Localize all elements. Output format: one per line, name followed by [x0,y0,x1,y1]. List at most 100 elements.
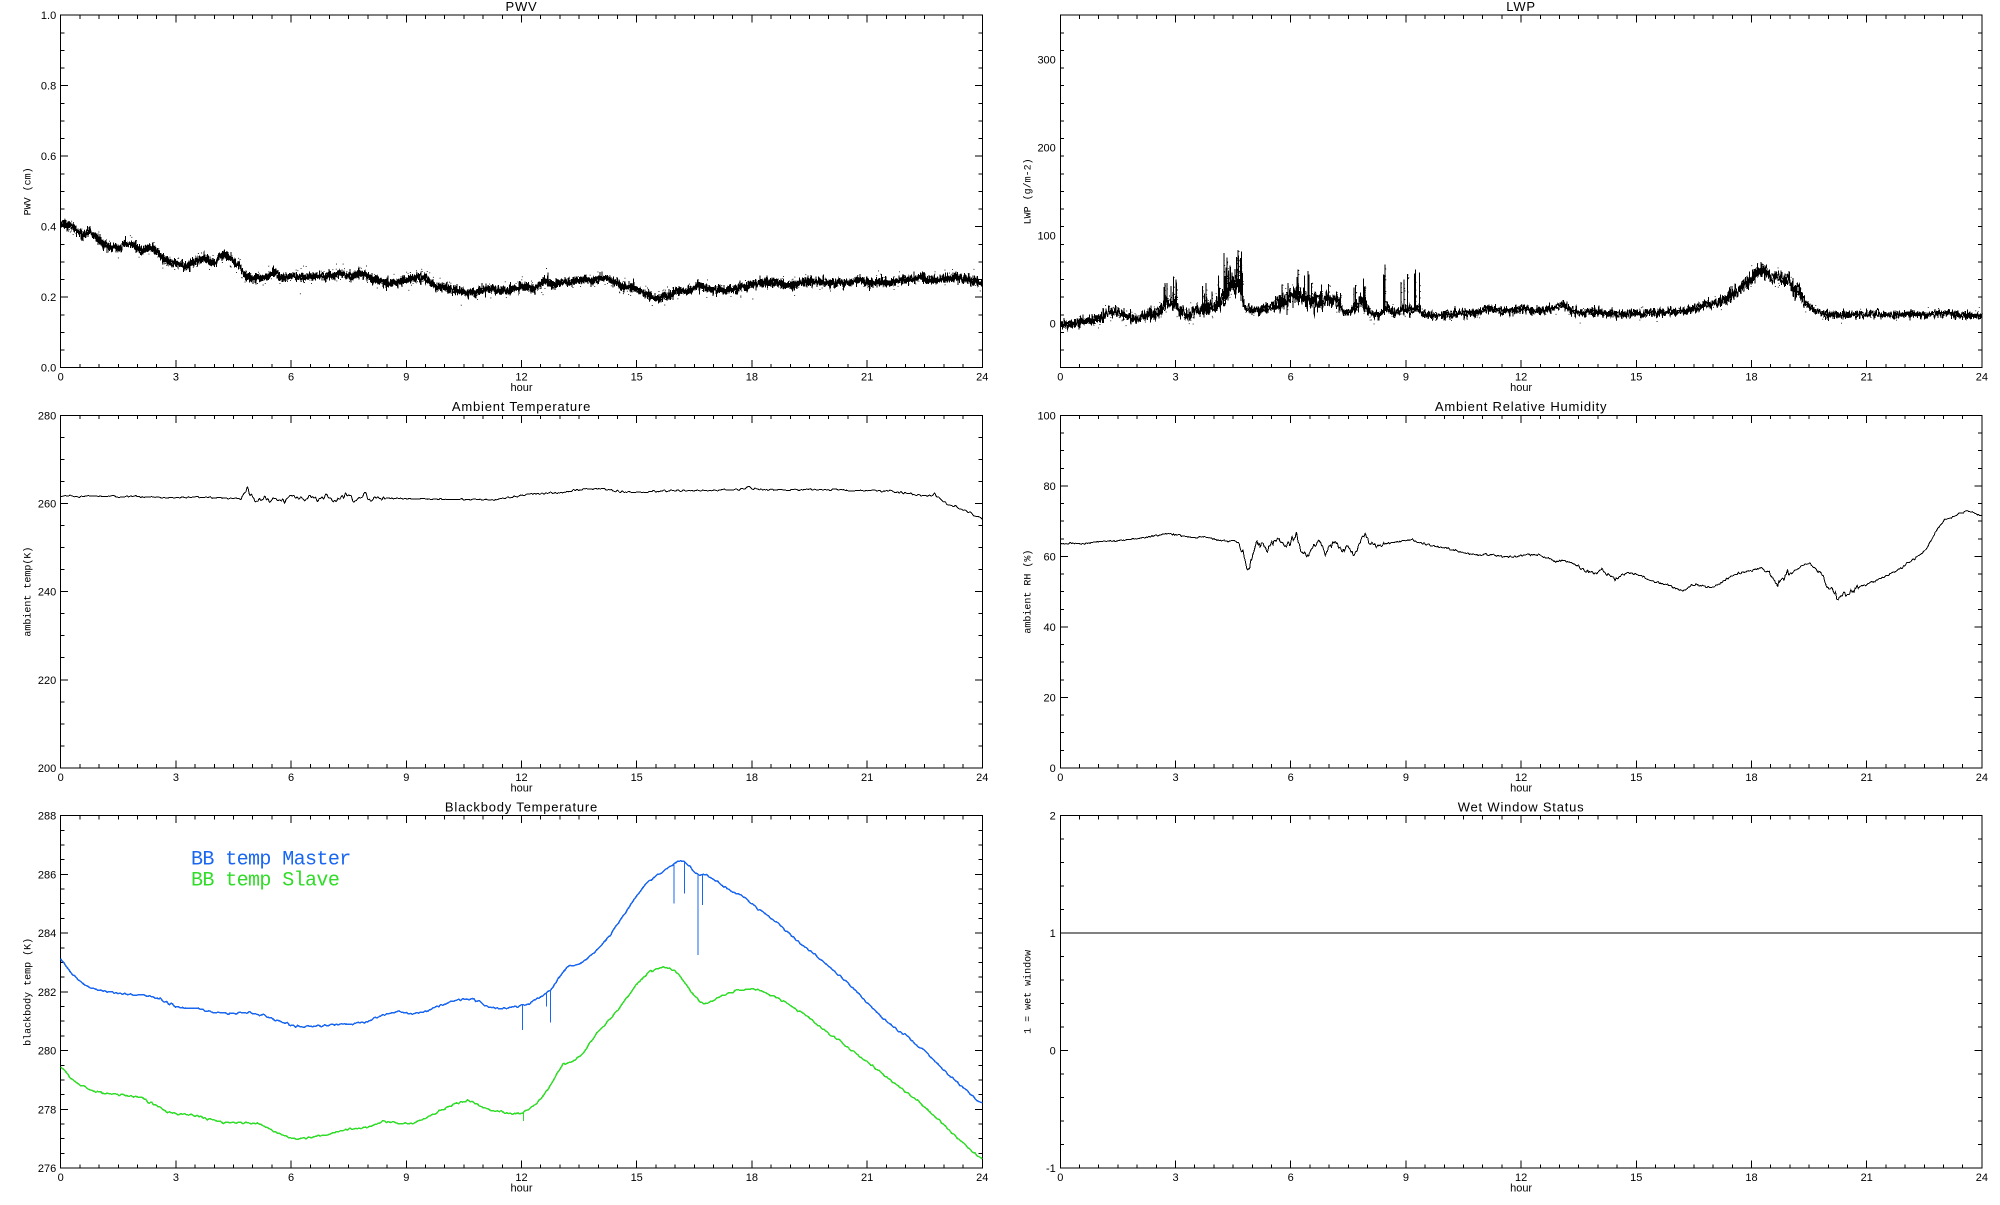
svg-text:Ambient Relative Humidity: Ambient Relative Humidity [1435,399,1607,414]
svg-text:9: 9 [403,1172,409,1184]
svg-text:0.6: 0.6 [41,151,56,163]
svg-text:12: 12 [515,1172,527,1184]
svg-text:200: 200 [1037,142,1055,154]
svg-text:6: 6 [288,1172,294,1184]
svg-text:282: 282 [38,987,56,999]
svg-text:21: 21 [861,372,873,384]
svg-text:9: 9 [1403,772,1409,784]
svg-text:1: 1 [1050,928,1056,940]
svg-text:6: 6 [288,372,294,384]
svg-text:9: 9 [1403,372,1409,384]
svg-text:15: 15 [631,772,643,784]
svg-text:BB temp Slave: BB temp Slave [191,870,339,893]
svg-text:Ambient Temperature: Ambient Temperature [452,399,591,414]
svg-text:9: 9 [403,772,409,784]
svg-text:2: 2 [1050,811,1056,823]
svg-text:18: 18 [1745,1172,1757,1184]
svg-text:220: 220 [38,675,56,687]
svg-text:15: 15 [1630,372,1642,384]
svg-text:PWV: PWV [505,0,537,14]
svg-text:284: 284 [38,928,56,940]
svg-text:LWP: LWP [1506,0,1536,14]
svg-text:240: 240 [38,587,56,599]
svg-text:24: 24 [976,772,988,784]
svg-text:hour: hour [1510,382,1532,394]
svg-text:24: 24 [976,1172,988,1184]
svg-text:24: 24 [1976,372,1988,384]
svg-text:hour: hour [1510,1183,1532,1195]
svg-text:0: 0 [58,772,64,784]
svg-text:24: 24 [1976,772,1988,784]
svg-text:3: 3 [1172,1172,1178,1184]
svg-text:1 = wet window: 1 = wet window [1022,950,1034,1034]
svg-text:3: 3 [1172,772,1178,784]
svg-text:0: 0 [1057,1172,1063,1184]
svg-text:ambient RH (%): ambient RH (%) [1022,550,1034,634]
svg-text:15: 15 [631,1172,643,1184]
svg-text:6: 6 [1288,772,1294,784]
svg-text:24: 24 [1976,1172,1988,1184]
svg-text:9: 9 [1403,1172,1409,1184]
svg-text:18: 18 [746,372,758,384]
svg-text:0: 0 [1057,772,1063,784]
svg-text:15: 15 [631,372,643,384]
svg-text:0: 0 [1057,372,1063,384]
svg-text:21: 21 [1861,772,1873,784]
svg-text:0.4: 0.4 [41,222,56,234]
svg-text:60: 60 [1044,551,1056,563]
svg-text:LWP (g/m-2): LWP (g/m-2) [1022,158,1034,224]
svg-text:18: 18 [746,772,758,784]
svg-text:20: 20 [1044,692,1056,704]
svg-text:12: 12 [515,772,527,784]
svg-text:0: 0 [1050,763,1056,775]
svg-text:12: 12 [1515,1172,1527,1184]
svg-text:0: 0 [58,1172,64,1184]
svg-text:0.8: 0.8 [41,81,56,93]
svg-text:40: 40 [1044,622,1056,634]
svg-text:21: 21 [1861,1172,1873,1184]
svg-text:0: 0 [1050,319,1056,331]
svg-text:15: 15 [1630,1172,1642,1184]
svg-text:Blackbody Temperature: Blackbody Temperature [445,799,598,814]
svg-text:hour: hour [510,1183,532,1195]
svg-text:12: 12 [1515,772,1527,784]
svg-text:21: 21 [1861,372,1873,384]
svg-text:280: 280 [38,410,56,422]
svg-text:15: 15 [1630,772,1642,784]
svg-text:288: 288 [38,811,56,823]
svg-text:0.2: 0.2 [41,292,56,304]
svg-text:3: 3 [173,772,179,784]
svg-text:hour: hour [510,382,532,394]
svg-text:12: 12 [515,372,527,384]
svg-text:6: 6 [1288,1172,1294,1184]
svg-text:278: 278 [38,1104,56,1116]
svg-text:12: 12 [1515,372,1527,384]
svg-text:100: 100 [1037,410,1055,422]
svg-text:200: 200 [38,763,56,775]
svg-text:100: 100 [1037,231,1055,243]
svg-text:hour: hour [1510,782,1532,794]
svg-text:21: 21 [861,1172,873,1184]
svg-text:280: 280 [38,1046,56,1058]
svg-text:3: 3 [173,1172,179,1184]
svg-text:300: 300 [1037,54,1055,66]
svg-text:276: 276 [38,1163,56,1175]
svg-text:6: 6 [1288,372,1294,384]
svg-text:ambient temp(K): ambient temp(K) [23,547,35,637]
svg-text:286: 286 [38,869,56,881]
svg-text:18: 18 [1745,372,1757,384]
svg-text:-1: -1 [1046,1163,1056,1175]
svg-text:BB temp Master: BB temp Master [191,849,351,872]
svg-text:24: 24 [976,372,988,384]
svg-text:80: 80 [1044,481,1056,493]
svg-text:0.0: 0.0 [41,363,56,375]
svg-text:PWV (cm): PWV (cm) [23,167,35,215]
svg-text:21: 21 [861,772,873,784]
svg-text:blackbody temp (K): blackbody temp (K) [23,938,35,1046]
svg-text:3: 3 [173,372,179,384]
svg-text:3: 3 [1172,372,1178,384]
svg-text:0: 0 [58,372,64,384]
svg-text:18: 18 [746,1172,758,1184]
svg-text:0: 0 [1050,1046,1056,1058]
svg-text:9: 9 [403,372,409,384]
